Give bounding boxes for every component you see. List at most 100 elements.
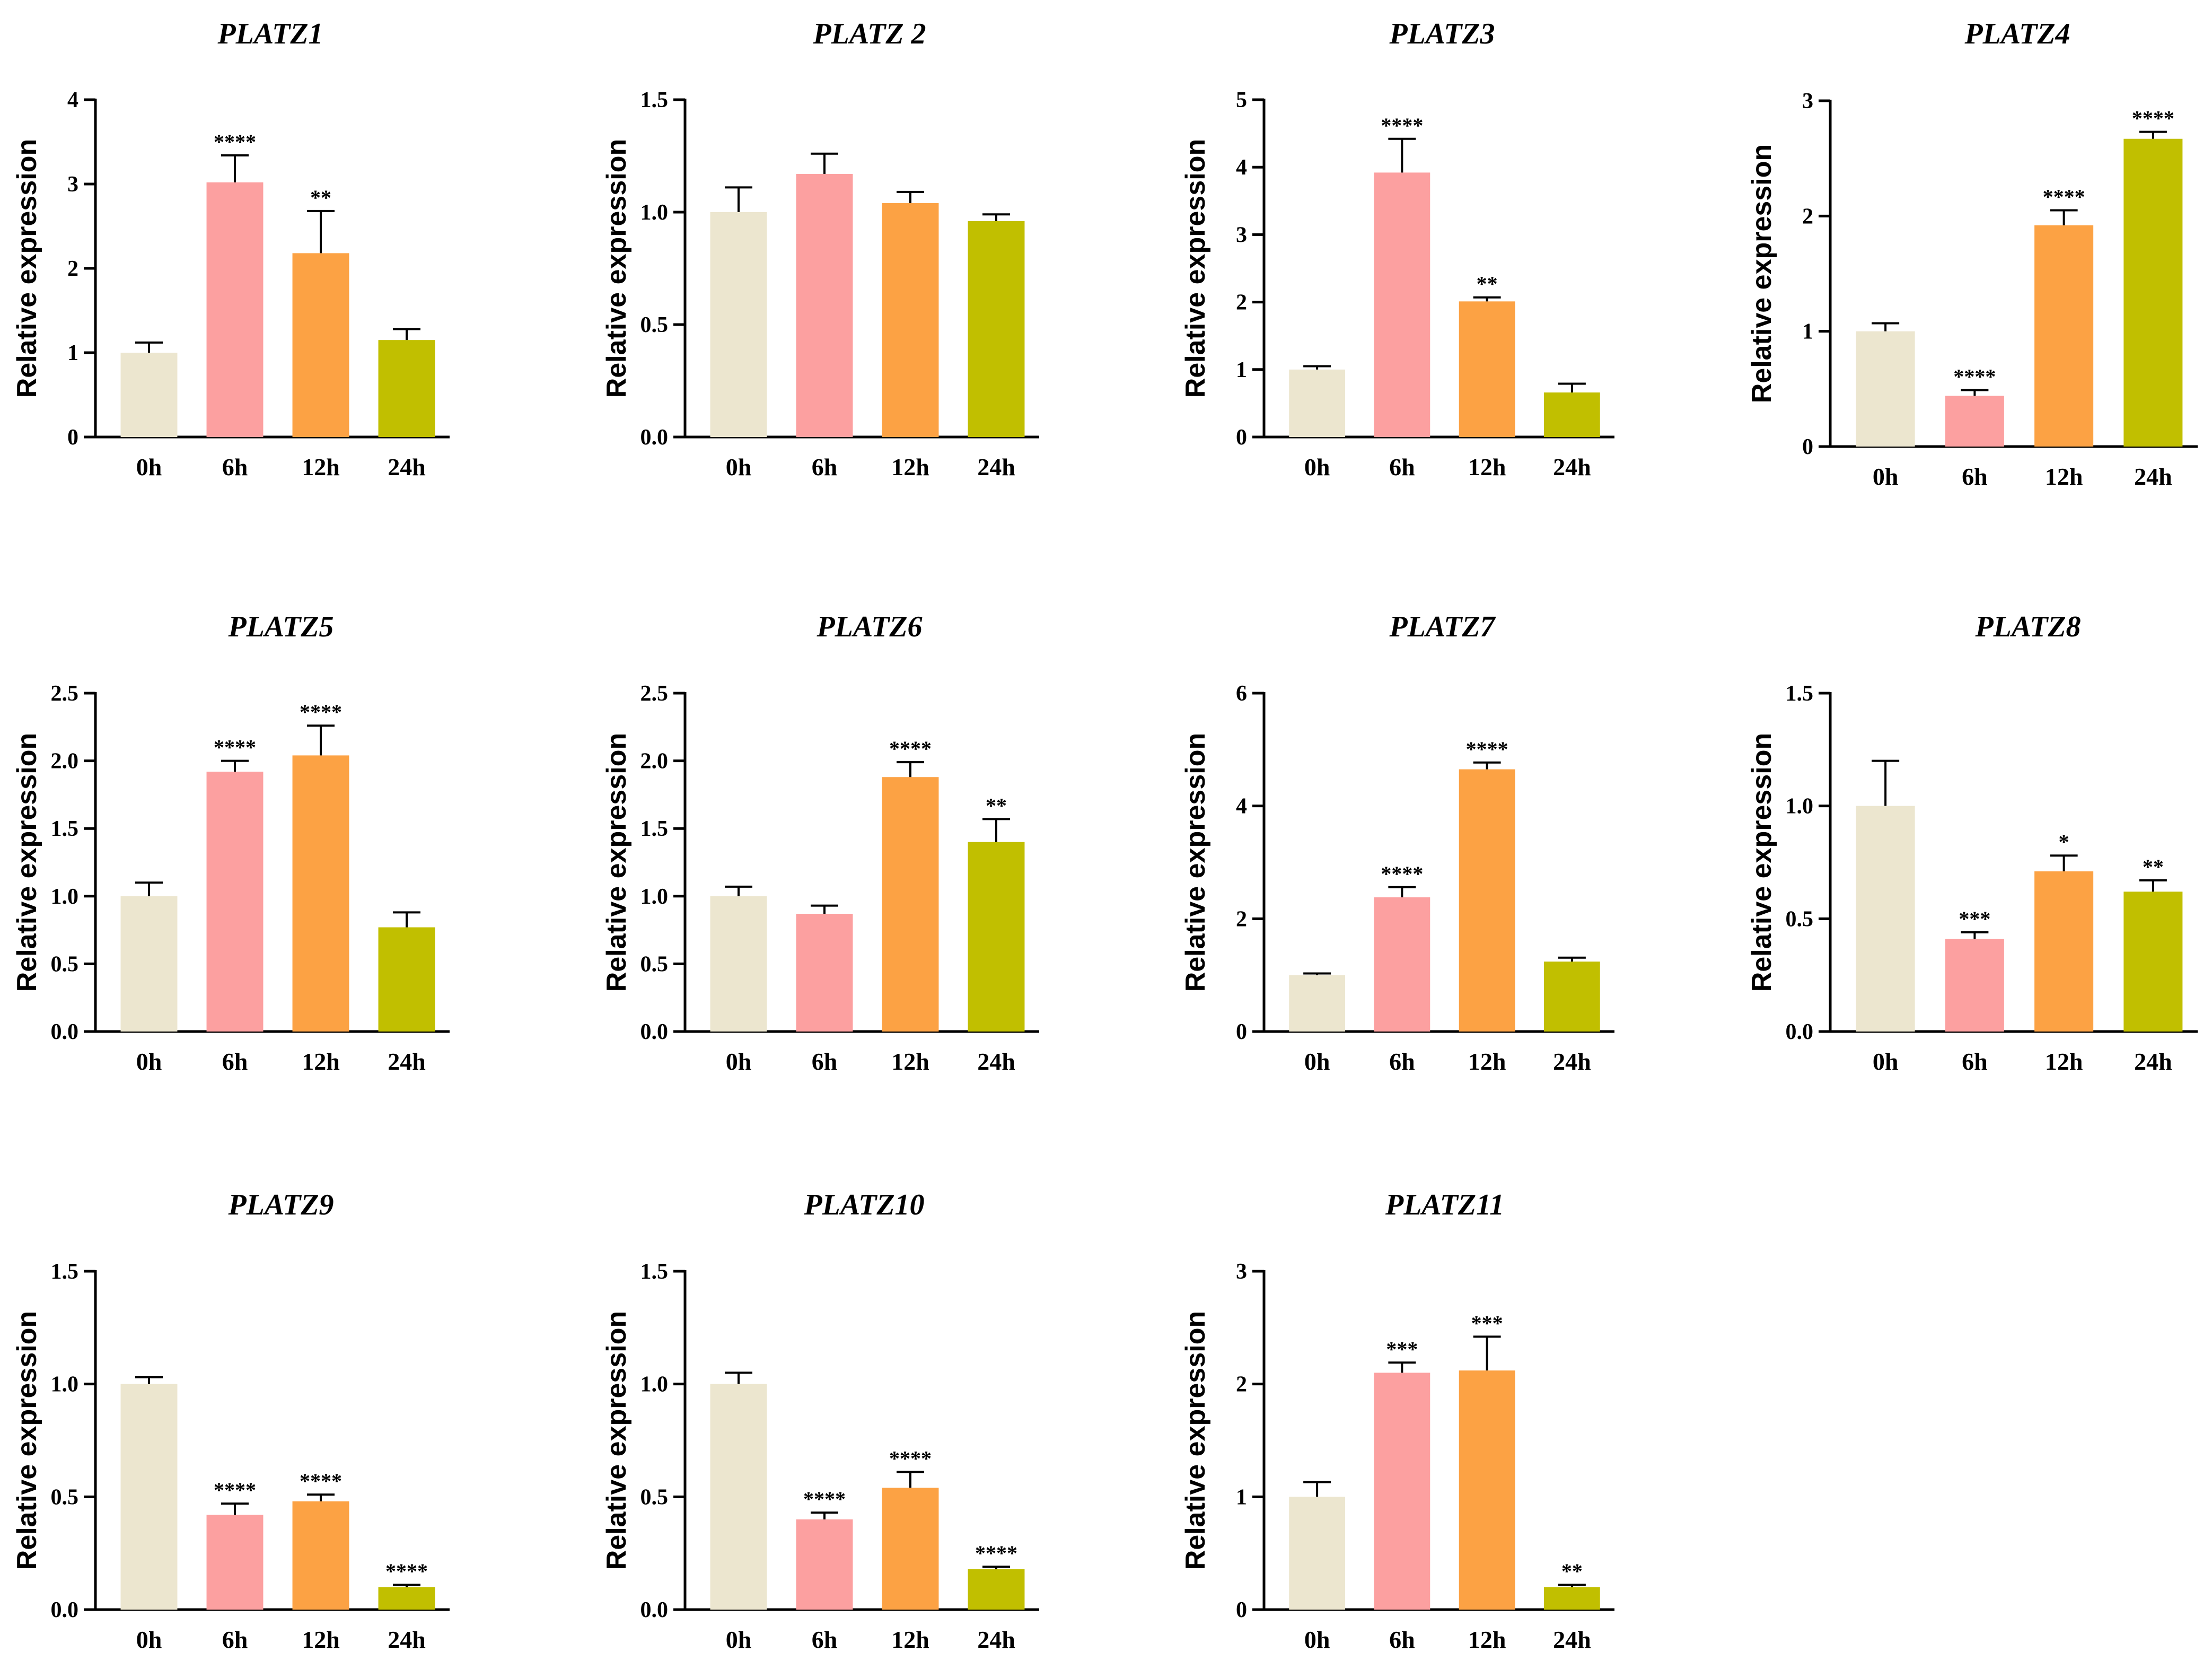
bar xyxy=(1543,392,1600,437)
y-tick-label: 1.0 xyxy=(51,1373,79,1397)
chart-title: PLATZ1 xyxy=(217,18,323,50)
bar xyxy=(1459,301,1515,437)
x-category-label: 12h xyxy=(1468,453,1506,480)
significance-label: **** xyxy=(1953,365,1996,389)
chart-title: PLATZ3 xyxy=(1389,18,1495,50)
significance-label: **** xyxy=(214,736,256,759)
y-axis-label: Relative expression xyxy=(601,1311,632,1570)
x-category-label: 6h xyxy=(1389,1048,1415,1075)
chart-title: PLATZ4 xyxy=(1964,18,2070,50)
y-tick-label: 1 xyxy=(67,341,78,365)
y-tick-label: 0 xyxy=(1236,1020,1247,1044)
x-category-label: 0h xyxy=(1304,1626,1330,1653)
x-category-label: 12h xyxy=(1468,1048,1506,1075)
y-tick-label: 0.0 xyxy=(640,1598,669,1622)
bar xyxy=(1856,331,1915,447)
y-tick-label: 2 xyxy=(1802,204,1813,229)
chart-title: PLATZ11 xyxy=(1385,1189,1504,1221)
significance-label: ** xyxy=(1477,272,1498,296)
x-category-label: 24h xyxy=(977,1048,1015,1075)
y-tick-label: 2 xyxy=(67,257,78,281)
y-tick-label: 2 xyxy=(1236,1373,1247,1397)
x-category-label: 0h xyxy=(726,1626,752,1653)
y-axis-label: Relative expression xyxy=(1180,1311,1211,1570)
bar xyxy=(292,755,349,1032)
bar xyxy=(1289,1497,1346,1610)
y-axis-label: Relative expression xyxy=(12,1311,42,1570)
x-category-label: 24h xyxy=(977,1626,1015,1653)
y-tick-label: 0.0 xyxy=(1786,1020,1814,1044)
y-tick-label: 4 xyxy=(1236,794,1247,819)
chart-title: PLATZ9 xyxy=(227,1189,333,1221)
bar xyxy=(796,913,853,1032)
significance-label: * xyxy=(2059,830,2069,854)
x-category-label: 12h xyxy=(2045,1048,2083,1075)
chart-panel: PLATZ1 Relative expression 0 1 2 3 4 0h **** 6h **… xyxy=(12,18,450,480)
x-category-label: 12h xyxy=(1468,1626,1506,1653)
x-category-label: 24h xyxy=(1553,453,1591,480)
bar xyxy=(796,1519,853,1610)
y-tick-label: 1.0 xyxy=(640,200,669,225)
y-tick-label: 2.5 xyxy=(51,681,79,706)
bar xyxy=(2123,892,2183,1032)
significance-label: *** xyxy=(1386,1337,1418,1361)
x-category-label: 12h xyxy=(891,453,929,480)
chart-panel: PLATZ5 Relative expression 0.0 0.5 1.0 1.5 2.0… xyxy=(12,610,450,1075)
bar xyxy=(378,340,435,437)
y-tick-label: 0.0 xyxy=(51,1598,79,1622)
x-category-label: 6h xyxy=(222,1048,248,1075)
significance-label: ** xyxy=(310,186,331,209)
bar xyxy=(1374,897,1430,1032)
y-tick-label: 4 xyxy=(67,88,78,112)
bar xyxy=(292,1501,349,1610)
x-category-label: 6h xyxy=(1962,463,1988,490)
bar xyxy=(206,1515,264,1610)
y-tick-label: 2 xyxy=(1236,291,1247,315)
x-category-label: 0h xyxy=(726,453,752,480)
y-tick-label: 0 xyxy=(1802,435,1813,459)
y-axis-label: Relative expression xyxy=(1746,733,1777,992)
y-tick-label: 1.5 xyxy=(640,88,669,112)
chart-title: PLATZ5 xyxy=(227,610,333,643)
y-tick-label: 3 xyxy=(67,172,78,197)
y-tick-label: 0.5 xyxy=(51,1485,79,1509)
y-tick-label: 1.5 xyxy=(1786,681,1814,706)
chart-panel: PLATZ10 Relative expression 0.0 0.5 1.0 1.5 0h… xyxy=(601,1189,1039,1653)
y-tick-label: 4 xyxy=(1236,155,1247,180)
y-axis-label: Relative expression xyxy=(1180,733,1211,992)
bar xyxy=(1289,369,1346,437)
chart-panel: PLATZ3 Relative expression 0 1 2 3 4 5 0h **** 6h *… xyxy=(1180,18,1614,480)
y-tick-label: 1.5 xyxy=(640,817,669,841)
x-category-label: 24h xyxy=(1553,1048,1591,1075)
bar xyxy=(710,896,767,1032)
bar xyxy=(882,203,939,437)
significance-label: **** xyxy=(214,1478,256,1502)
y-tick-label: 0 xyxy=(1236,1598,1247,1622)
bar xyxy=(120,353,178,437)
x-category-label: 6h xyxy=(1389,453,1415,480)
x-category-label: 12h xyxy=(302,1048,340,1075)
bar xyxy=(120,896,178,1032)
y-tick-label: 0.5 xyxy=(1786,907,1814,931)
bar xyxy=(2034,225,2094,447)
y-tick-label: 0.5 xyxy=(640,1485,669,1509)
x-category-label: 12h xyxy=(891,1626,929,1653)
y-tick-label: 1 xyxy=(1802,320,1813,344)
y-tick-label: 0 xyxy=(1236,425,1247,450)
x-category-label: 0h xyxy=(1873,1048,1899,1075)
x-category-label: 24h xyxy=(2134,1048,2172,1075)
y-tick-label: 1.5 xyxy=(51,817,79,841)
y-axis-label: Relative expression xyxy=(1180,139,1211,398)
x-category-label: 12h xyxy=(891,1048,929,1075)
bar xyxy=(882,1488,939,1610)
significance-label: **** xyxy=(2132,107,2174,130)
y-tick-label: 1.0 xyxy=(640,1373,669,1397)
y-tick-label: 1.0 xyxy=(1786,794,1814,819)
chart-panel: PLATZ6 Relative expression 0.0 0.5 1.0 1.5 2.0… xyxy=(601,610,1039,1075)
x-category-label: 0h xyxy=(726,1048,752,1075)
chart-panel: PLATZ9 Relative expression 0.0 0.5 1.0 1.5 0h *… xyxy=(12,1189,450,1653)
y-tick-label: 0.0 xyxy=(640,1020,669,1044)
y-tick-label: 1.0 xyxy=(51,885,79,909)
